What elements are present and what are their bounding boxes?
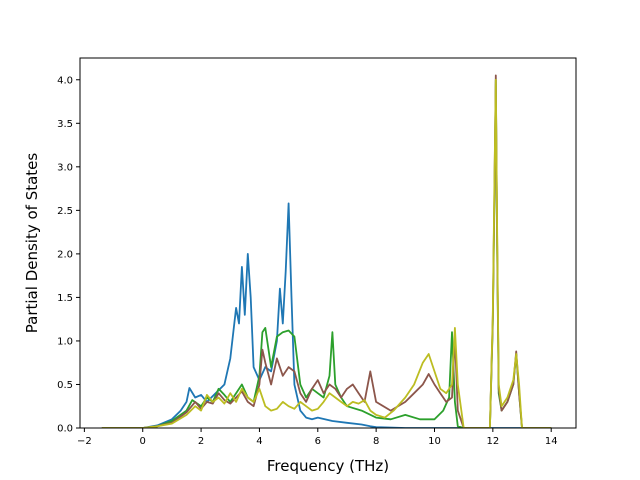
x-tick-label: 12 — [486, 436, 499, 447]
x-tick-label: 0 — [140, 436, 146, 447]
x-axis: −2 0 2 4 6 8 10 12 14 — [77, 428, 558, 447]
x-tick-label: −2 — [77, 436, 92, 447]
series-layer — [101, 74, 552, 428]
x-tick-label: 10 — [428, 436, 441, 447]
plot-frame — [79, 57, 577, 429]
x-tick-label: 14 — [545, 436, 558, 447]
x-tick-label: 8 — [373, 436, 379, 447]
x-tick-label: 4 — [256, 436, 262, 447]
y-tick-label: 1.5 — [57, 293, 73, 304]
y-axis-label: Partial Density of States — [23, 153, 41, 334]
y-axis: 0.0 0.5 1.0 1.5 2.0 2.5 3.0 3.5 4.0 — [57, 75, 80, 435]
y-tick-label: 2.5 — [57, 206, 73, 217]
x-tick-label: 2 — [198, 436, 204, 447]
y-tick-label: 4.0 — [57, 75, 73, 86]
y-tick-label: 2.0 — [57, 249, 73, 260]
y-tick-label: 3.0 — [57, 162, 73, 173]
y-tick-label: 3.5 — [57, 119, 73, 130]
series-line-4 — [101, 78, 552, 428]
x-tick-label: 6 — [315, 436, 321, 447]
y-tick-label: 0.0 — [57, 424, 73, 435]
y-tick-label: 0.5 — [57, 380, 73, 391]
x-axis-label: Frequency (THz) — [267, 457, 389, 475]
y-tick-label: 1.0 — [57, 336, 73, 347]
